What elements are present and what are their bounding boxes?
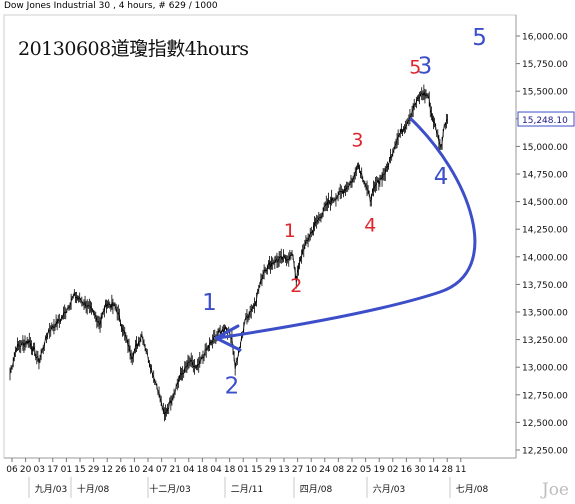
x-month-label: 十二月/03 <box>149 483 191 495</box>
wave-label: 3 <box>418 54 433 80</box>
author-watermark: Joe <box>541 480 569 500</box>
x-tick-label: 05 <box>360 465 371 475</box>
x-tick-label: 13 <box>278 465 289 475</box>
x-tick-label: 18 <box>197 465 209 475</box>
plot-frame <box>3 14 517 459</box>
x-month-label: 十月/08 <box>77 483 110 495</box>
x-tick-label: 18 <box>224 465 236 475</box>
x-tick-label: 07 <box>156 465 167 475</box>
x-tick-label: 14 <box>428 465 440 475</box>
x-tick-label: 29 <box>88 465 100 475</box>
projection-arrow-head <box>214 324 242 352</box>
x-tick-label: 08 <box>333 465 345 475</box>
x-tick-label: 15 <box>74 465 85 475</box>
x-tick-label: 10 <box>305 465 317 475</box>
x-tick-label: 26 <box>115 465 127 475</box>
x-tick-label: 03 <box>33 465 44 475</box>
y-tick-label: 12,500.00 <box>522 419 568 429</box>
x-tick-label: 04 <box>183 465 195 475</box>
x-tick-label: 30 <box>414 465 426 475</box>
projection-arrow-curve <box>217 116 477 340</box>
x-tick-label: 21 <box>169 465 180 475</box>
wave-label: 2 <box>225 374 240 400</box>
wave-label: 4 <box>434 164 449 190</box>
x-tick-label: 28 <box>441 465 453 475</box>
x-tick-label: 19 <box>373 465 385 475</box>
x-tick-label: 01 <box>237 465 248 475</box>
y-tick-label: 14,500.00 <box>522 198 568 208</box>
wave-label: 5 <box>472 25 487 51</box>
x-month-label: 九月/03 <box>35 484 68 495</box>
y-tick-label: 12,750.00 <box>522 391 568 401</box>
wave-label: 1 <box>202 290 217 316</box>
y-tick-label: 14,000.00 <box>522 253 568 263</box>
x-tick-label: 15 <box>251 465 262 475</box>
x-tick-label: 12 <box>101 465 112 475</box>
x-tick-label: 24 <box>319 465 331 475</box>
x-month-label: 二月/11 <box>231 484 264 495</box>
x-month-label: 四月/08 <box>300 484 333 495</box>
x-axis: 06 20 03 17 01 15 29 12 26 10 24 07 21 04 18 04 18 01 15 29… <box>6 458 489 498</box>
x-tick-label: 02 <box>387 465 398 475</box>
y-tick-label: 15,750.00 <box>522 60 568 70</box>
x-tick-label: 06 <box>6 465 18 475</box>
x-tick-label: 11 <box>455 465 466 475</box>
x-tick-label: 10 <box>129 465 141 475</box>
chart-annotation-title: 20130608道瓊指數4hours <box>18 38 249 60</box>
x-tick-label: 17 <box>47 465 58 475</box>
y-tick-label: 15,000.00 <box>522 143 568 153</box>
chart-header-title: Dow Jones Industrial 30 , 4 hours, # 629… <box>4 1 218 11</box>
y-tick-label: 16,000.00 <box>522 33 568 43</box>
y-tick-label: 13,250.00 <box>522 336 568 346</box>
y-tick-label: 14,250.00 <box>522 226 568 236</box>
y-tick-label: 13,750.00 <box>522 281 568 291</box>
last-price-label: 15,248.10 <box>522 116 568 126</box>
x-tick-label: 04 <box>210 465 222 475</box>
y-tick-label: 12,250.00 <box>522 447 568 457</box>
x-tick-label: 29 <box>265 465 277 475</box>
wave-label: 5 <box>409 57 421 79</box>
x-month-label: 六月/03 <box>373 483 406 495</box>
x-tick-label: 20 <box>20 465 32 475</box>
x-tick-label: 22 <box>346 465 357 475</box>
y-tick-label: 13,500.00 <box>522 309 568 319</box>
x-tick-label: 01 <box>61 465 72 475</box>
y-tick-label: 13,000.00 <box>522 364 568 374</box>
y-tick-label: 15,500.00 <box>522 88 568 98</box>
wave-label: 2 <box>290 275 302 297</box>
x-tick-label: 27 <box>292 465 303 475</box>
last-price-box <box>517 111 575 127</box>
wave-label: 1 <box>284 220 296 242</box>
x-tick-label: 24 <box>142 465 154 475</box>
y-tick-label: 14,750.00 <box>522 171 568 181</box>
x-month-label: 七月/08 <box>456 484 489 495</box>
wave-label: 4 <box>364 214 376 236</box>
y-axis: 12,250.00 12,500.00 12,750.00 13,000.00 13,2… <box>516 33 568 457</box>
wave-label: 3 <box>351 129 363 151</box>
x-tick-label: 16 <box>401 465 413 475</box>
